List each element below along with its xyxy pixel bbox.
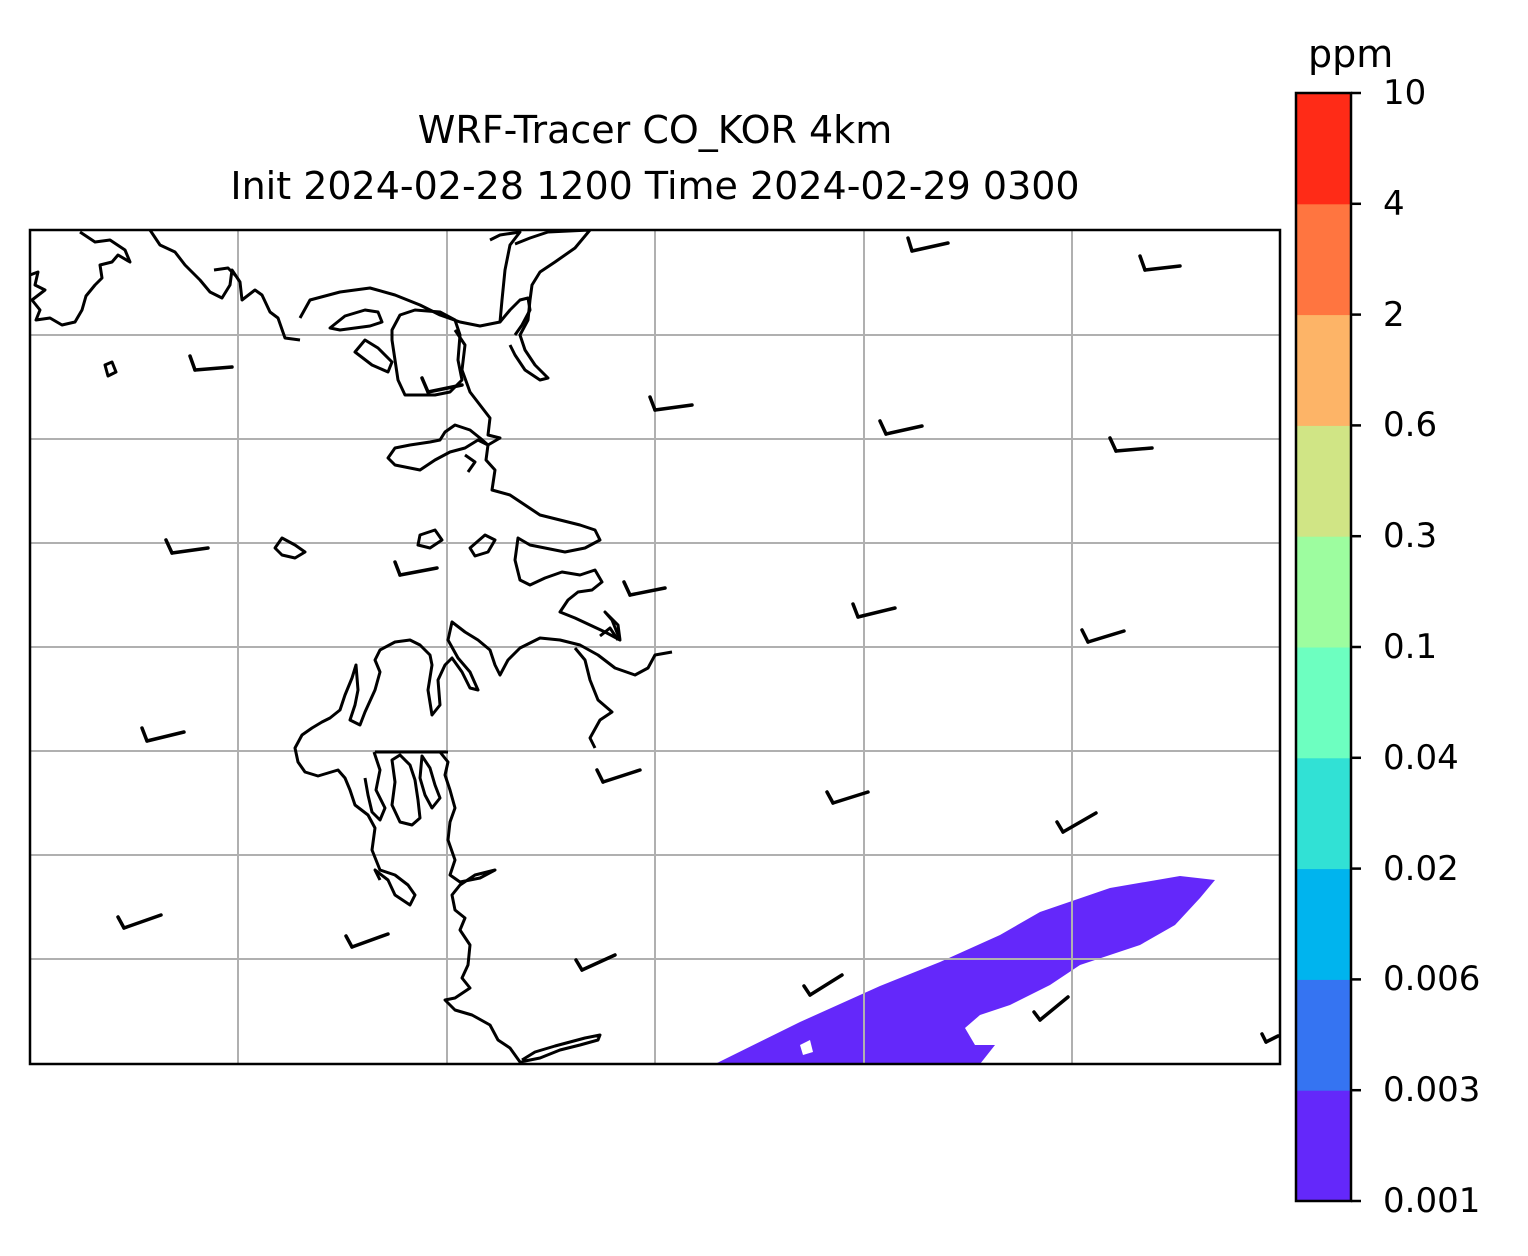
- colorbar-band: [1296, 536, 1351, 648]
- wind-barb: [188, 354, 234, 372]
- chart-subtitle: Init 2024-02-28 1200 Time 2024-02-29 030…: [230, 164, 1080, 208]
- wind-barb: [116, 913, 163, 930]
- wind-barb: [1032, 995, 1070, 1022]
- colorbar-tick-label: 0.04: [1383, 737, 1459, 778]
- colorbar-band: [1296, 757, 1351, 870]
- gridlines: [30, 230, 1280, 1064]
- wind-barb: [1108, 436, 1154, 453]
- wind-barb: [825, 790, 870, 805]
- coastlines: [30, 230, 673, 1064]
- colorbar-unit-label: ppm: [1308, 32, 1394, 76]
- wind-barb: [622, 580, 667, 597]
- map-frame: [28, 228, 1282, 1066]
- wind-barb: [420, 376, 464, 394]
- map-panel: [28, 228, 1282, 1066]
- colorbar-tick-label: 0.001: [1383, 1181, 1481, 1221]
- colorbar-tick-label: 10: [1383, 73, 1427, 113]
- wind-barb: [595, 768, 642, 784]
- wind-barb: [164, 538, 210, 555]
- colorbar-band: [1296, 314, 1351, 426]
- wind-barb: [1055, 811, 1098, 834]
- colorbar-band: [1296, 647, 1351, 759]
- colorbar-band: [1296, 93, 1351, 205]
- co-plume-region: [715, 876, 1215, 1064]
- wind-barb: [393, 560, 439, 577]
- colorbar-band: [1296, 868, 1351, 980]
- colorbar-tick-label: 0.006: [1383, 959, 1481, 1000]
- colorbar-tick-label: 0.1: [1383, 627, 1438, 667]
- chart-title: WRF-Tracer CO_KOR 4km: [417, 108, 893, 152]
- colorbar-band: [1296, 1090, 1351, 1202]
- wind-barb: [851, 602, 897, 619]
- colorbar-tick-label: 4: [1383, 183, 1405, 224]
- wind-barb: [140, 726, 186, 743]
- colorbar-tick-label: 0.003: [1383, 1070, 1481, 1111]
- wind-barbs: [116, 236, 1280, 1044]
- wind-barb: [648, 395, 694, 412]
- wind-barb: [1260, 1032, 1280, 1044]
- colorbar-tick-label: 0.02: [1383, 848, 1459, 889]
- wind-barb: [1138, 254, 1182, 272]
- wind-barb: [906, 236, 950, 253]
- wind-barb: [574, 953, 617, 972]
- colorbar-tick-label: 2: [1383, 294, 1405, 335]
- wind-barb: [878, 419, 924, 436]
- colorbar-band: [1296, 203, 1351, 316]
- wind-barb: [802, 973, 844, 997]
- colorbar-tick-label: 0.6: [1383, 405, 1438, 446]
- colorbar-band: [1296, 425, 1351, 537]
- colorbar-tick-label: 0.3: [1383, 516, 1438, 557]
- colorbar-band: [1296, 979, 1351, 1091]
- plume-gap: [800, 1040, 813, 1055]
- wind-barb: [344, 932, 390, 949]
- colorbar: [1294, 91, 1361, 1203]
- wind-barb: [1080, 628, 1126, 644]
